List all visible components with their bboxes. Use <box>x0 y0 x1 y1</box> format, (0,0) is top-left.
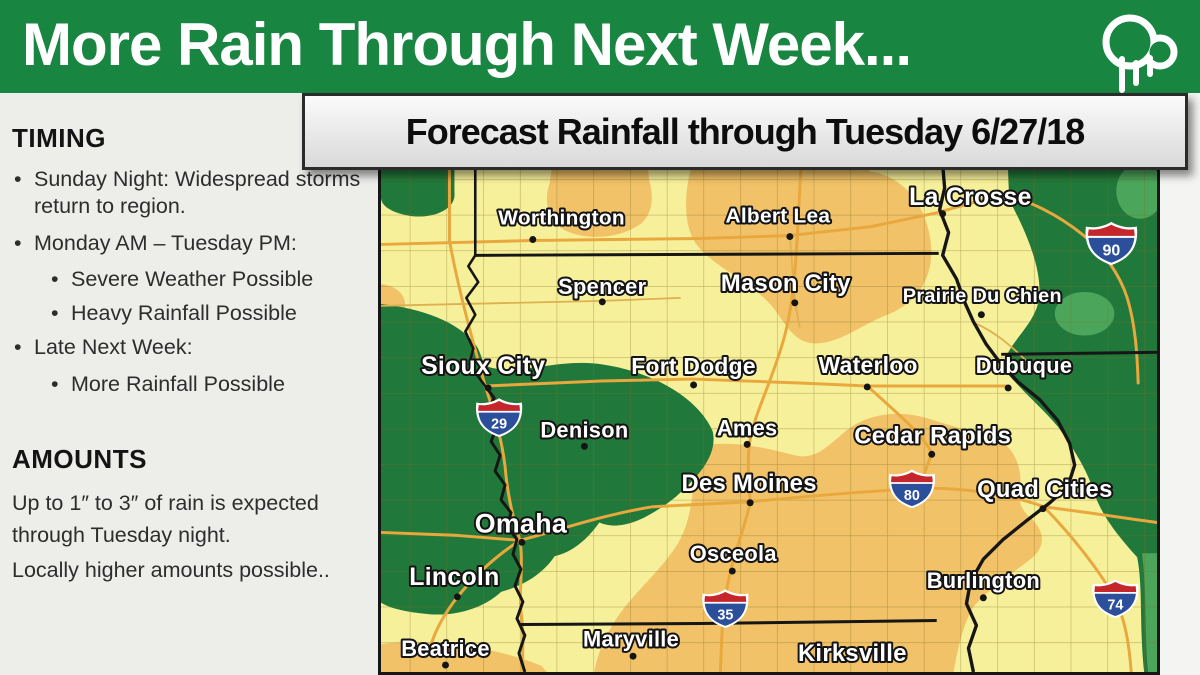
city-dot <box>629 652 637 660</box>
city-label: Cedar Rapids <box>854 422 1011 449</box>
city-label: Maryville <box>583 626 679 651</box>
city-dot <box>484 384 492 392</box>
city-dot <box>977 311 985 319</box>
city-dot <box>786 233 794 240</box>
city-dot <box>529 236 537 243</box>
city-dots <box>442 210 1047 669</box>
city-label: Dubuque <box>976 353 1073 378</box>
interstate-shields: 90 29 80 35 74 <box>475 221 1139 629</box>
highways <box>381 95 1157 672</box>
city-dot <box>791 299 799 307</box>
city-label: Fort Dodge <box>631 353 756 379</box>
city-label: Lincoln <box>409 564 499 591</box>
city-dot <box>453 593 461 601</box>
interstate-shield: 90 <box>1085 221 1138 266</box>
city-label: Des Moines <box>682 470 817 497</box>
rain-cloud-icon <box>1102 14 1178 93</box>
city-label: Prairie Du Chien <box>903 285 1062 307</box>
svg-text:35: 35 <box>717 608 733 624</box>
forecast-rainfall-map: 90 29 80 35 74 Worthington Al <box>378 95 1160 675</box>
city-dot <box>580 442 588 450</box>
city-label: La Crosse <box>909 184 1032 211</box>
timing-item: Severe Weather Possible <box>51 266 370 294</box>
city-label: Osceola <box>690 541 778 566</box>
city-dot <box>743 440 751 448</box>
interstate-shield: 80 <box>888 469 936 509</box>
city-dot <box>1004 384 1012 392</box>
city-label: Quad Cities <box>977 476 1113 503</box>
city-labels: Worthington Albert Lea La Crosse Spencer… <box>399 182 1114 669</box>
map-title-box: Forecast Rainfall through Tuesday 6/27/1… <box>302 93 1188 170</box>
interstate-shield: 29 <box>475 398 523 437</box>
city-dot <box>598 298 606 306</box>
city-dot <box>442 661 449 669</box>
timing-item: More Rainfall Possible <box>51 371 370 399</box>
city-dot <box>728 567 736 575</box>
amounts-text: Up to 1″ to 3″ of rain is expected throu… <box>12 487 368 586</box>
city-dot <box>928 450 936 458</box>
map-svg: 90 29 80 35 74 Worthington Al <box>381 95 1157 672</box>
city-label: Ames <box>717 415 778 440</box>
map-title: Forecast Rainfall through Tuesday 6/27/1… <box>405 110 1086 152</box>
timing-item: Monday AM – Tuesday PM: <box>14 230 370 258</box>
city-dot <box>746 499 754 507</box>
city-label: Omaha <box>475 508 568 538</box>
timing-item: Late Next Week: <box>14 334 370 362</box>
city-dot <box>518 538 526 546</box>
city-label: Mason City <box>721 270 851 297</box>
timing-item: Sunday Night: Widespread storms return t… <box>14 166 370 221</box>
svg-text:80: 80 <box>904 488 920 504</box>
city-label: Denison <box>540 417 628 442</box>
amounts-line: Up to 1″ to 3″ of rain is expected throu… <box>12 491 319 548</box>
city-label: Beatrice <box>401 636 490 661</box>
timing-item: Heavy Rainfall Possible <box>51 300 370 328</box>
page-title: More Rain Through Next Week... <box>22 11 912 78</box>
svg-text:74: 74 <box>1107 598 1123 614</box>
city-label: Albert Lea <box>726 205 831 228</box>
city-label: Waterloo <box>819 352 918 378</box>
city-label: Worthington <box>498 207 625 230</box>
amounts-heading: AMOUNTS <box>12 444 147 475</box>
city-dot <box>1039 505 1047 513</box>
city-label: Sioux City <box>421 353 545 380</box>
interstate-shield: 35 <box>702 589 749 629</box>
amounts-line: Locally higher amounts possible.. <box>12 557 330 582</box>
header-bar: More Rain Through Next Week... <box>0 0 1200 93</box>
svg-text:90: 90 <box>1102 243 1120 260</box>
city-dot <box>939 210 947 218</box>
sidebar: TIMING Sunday Night: Widespread storms r… <box>0 93 378 675</box>
city-dot <box>863 383 871 391</box>
city-label: Spencer <box>558 274 646 299</box>
svg-text:29: 29 <box>491 417 507 433</box>
city-dot <box>979 594 987 602</box>
timing-list: Sunday Night: Widespread storms return t… <box>0 166 378 398</box>
city-label: Kirksville <box>798 640 907 667</box>
city-dot <box>690 381 698 389</box>
city-label: Burlington <box>927 568 1040 593</box>
timing-heading: TIMING <box>12 123 106 153</box>
interstate-shield: 74 <box>1092 579 1139 619</box>
